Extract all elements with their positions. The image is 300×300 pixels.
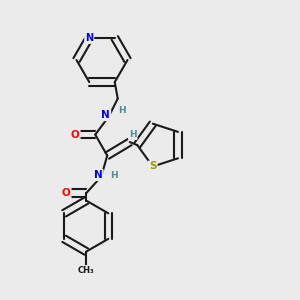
Text: N: N (94, 170, 103, 180)
Text: O: O (71, 130, 80, 140)
Text: CH₃: CH₃ (78, 266, 94, 275)
Text: H: H (129, 130, 136, 139)
Text: S: S (149, 161, 157, 172)
Text: H: H (118, 106, 126, 115)
Text: O: O (62, 188, 70, 198)
Text: N: N (85, 33, 93, 43)
Text: H: H (110, 171, 118, 180)
Text: N: N (101, 110, 110, 120)
